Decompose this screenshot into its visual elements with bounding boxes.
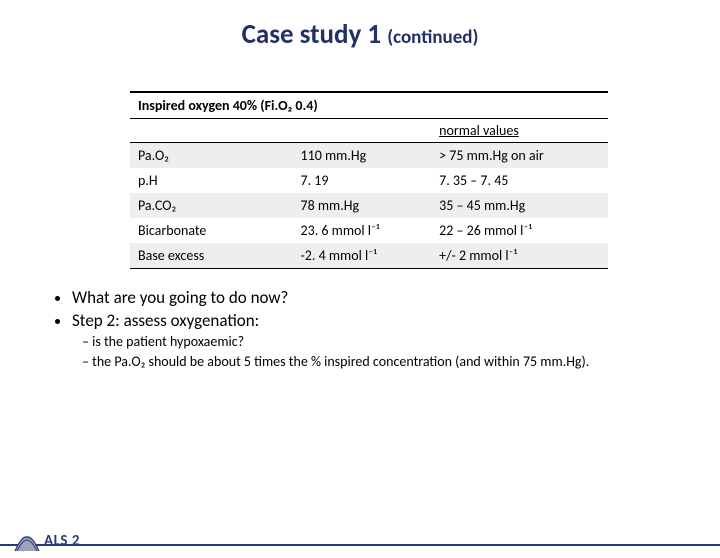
title-sub: (continued) [387,26,478,49]
slide-title: Case study 1 (continued) [0,18,720,51]
als2-logo: ALS 2 [14,530,80,552]
subbullet-item: the Pa.O₂ should be about 5 times the % … [82,353,642,371]
cell-normal: 7. 35 – 7. 45 [431,168,608,193]
abg-table: Inspired oxygen 40% (Fi.O₂ 0.4) normal v… [130,91,608,269]
cell-value: 78 mm.Hg [293,193,432,218]
logo-icon [14,530,40,552]
slide: Case study 1 (continued) Inspired oxygen… [0,18,720,558]
cell-param: Pa.CO₂ [130,193,293,218]
table: Inspired oxygen 40% (Fi.O₂ 0.4) normal v… [130,91,608,269]
cell-param: Base excess [130,243,293,269]
cell-normal: 35 – 45 mm.Hg [431,193,608,218]
cell-param: Bicarbonate [130,218,293,243]
cell-normal: +/- 2 mmol l⁻¹ [431,243,608,269]
cell-value: 23. 6 mmol l⁻¹ [293,218,432,243]
logo-text: ALS 2 [44,532,80,550]
subbullet-item: is the patient hypoxaemic? [82,333,642,351]
table-row: Pa.CO₂ 78 mm.Hg 35 – 45 mm.Hg [130,193,608,218]
title-main: Case study 1 [242,18,381,51]
cell-value: 7. 19 [293,168,432,193]
table-header-cell: Inspired oxygen 40% (Fi.O₂ 0.4) [130,92,608,119]
table-row: p.H 7. 19 7. 35 – 7. 45 [130,168,608,193]
main-bullets: What are you going to do now? Step 2: as… [52,287,720,331]
col-hdr-empty2 [293,119,432,143]
table-row: Pa.O₂ 110 mm.Hg > 75 mm.Hg on air [130,143,608,169]
cell-param: Pa.O₂ [130,143,293,169]
table-col-header-row: normal values [130,119,608,143]
table-row: Bicarbonate 23. 6 mmol l⁻¹ 22 – 26 mmol … [130,218,608,243]
table-header-row: Inspired oxygen 40% (Fi.O₂ 0.4) [130,92,608,119]
cell-param: p.H [130,168,293,193]
col-hdr-empty [130,119,293,143]
cell-normal: 22 – 26 mmol l⁻¹ [431,218,608,243]
cell-normal: > 75 mm.Hg on air [431,143,608,169]
table-row: Base excess -2. 4 mmol l⁻¹ +/- 2 mmol l⁻… [130,243,608,269]
cell-value: 110 mm.Hg [293,143,432,169]
sub-bullets: is the patient hypoxaemic? the Pa.O₂ sho… [82,333,642,370]
bullet-item: What are you going to do now? [72,287,720,308]
footer-line [0,544,720,546]
col-hdr-normal: normal values [431,119,608,143]
footer: ALS 2 [0,518,720,558]
cell-value: -2. 4 mmol l⁻¹ [293,243,432,269]
bullet-item: Step 2: assess oxygenation: [72,310,720,331]
